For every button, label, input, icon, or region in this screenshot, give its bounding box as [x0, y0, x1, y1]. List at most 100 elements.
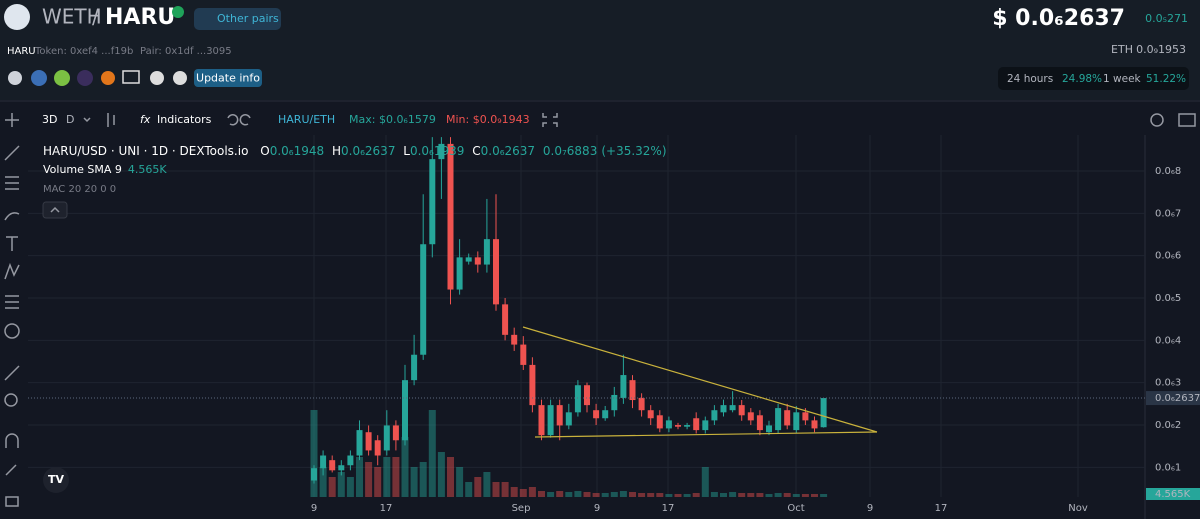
candle-body	[438, 143, 445, 160]
fullscreen[interactable]	[542, 113, 558, 127]
button-label: Update info	[196, 72, 260, 85]
screenshot[interactable]	[1178, 113, 1196, 127]
tv-logo[interactable]	[43, 467, 69, 493]
volume-bar	[492, 482, 500, 497]
last-volume-box	[1146, 488, 1200, 500]
x-tick-label: 9	[594, 503, 600, 514]
volume-bar	[783, 493, 791, 497]
volume-bar	[811, 494, 818, 497]
candle-body	[775, 408, 782, 431]
volume-bar	[601, 493, 609, 497]
volume-bar	[528, 487, 536, 497]
candle-body	[483, 239, 490, 265]
candle-body	[720, 405, 727, 413]
separator: /	[92, 5, 99, 29]
candle-body	[502, 304, 509, 335]
candle-body	[538, 405, 545, 436]
volume-bar	[701, 467, 709, 497]
candle-body	[738, 405, 745, 416]
candle-body	[756, 415, 763, 431]
candle-body	[584, 385, 590, 406]
other-pairs-button[interactable]: Other pairs	[194, 8, 281, 30]
last-price-label: 0.0₆2637	[1155, 393, 1200, 404]
collapse-button[interactable]	[42, 201, 68, 219]
candle-body	[347, 455, 354, 466]
volume-bar	[765, 494, 773, 497]
indicators-button[interactable]: Indicators	[157, 113, 212, 126]
pair-address[interactable]: Pair: 0x1df ...3095	[140, 46, 232, 57]
x-tick-label: 9	[311, 503, 317, 514]
x-tick-label: 17	[662, 503, 675, 514]
candle-body	[374, 440, 381, 456]
x-tick-label: Nov	[1068, 503, 1088, 514]
volume-bar	[419, 462, 427, 497]
candle-body	[429, 159, 436, 245]
volume-bar	[410, 467, 418, 497]
x-tick-label: 17	[380, 503, 393, 514]
drawing-toolbar[interactable]	[4, 113, 20, 507]
candle-body	[647, 410, 654, 419]
volume-bar	[729, 492, 737, 497]
candle-body	[311, 468, 317, 481]
settings[interactable]	[1150, 113, 1164, 127]
volume-bar	[510, 487, 518, 497]
candle-body	[638, 397, 645, 411]
undo-redo[interactable]	[227, 114, 251, 126]
toolbar-icons[interactable]	[83, 113, 115, 127]
candle-body	[383, 425, 390, 451]
y-tick-label: 0.0₆8	[1155, 166, 1181, 177]
volume-bar	[346, 477, 354, 497]
volume-bar	[547, 492, 555, 497]
volume-bar	[437, 452, 445, 497]
update-info-button[interactable]: Update info	[194, 69, 262, 87]
button-bg	[194, 69, 262, 87]
volume-bar	[501, 482, 509, 497]
button-label: Other pairs	[217, 12, 279, 25]
stats-box	[998, 67, 1189, 90]
token-address[interactable]: Token: 0xef4 ...f19b	[34, 46, 133, 57]
candle-body	[338, 465, 345, 471]
interval-button[interactable]: D	[66, 113, 74, 126]
volume-bar	[629, 492, 636, 497]
symbol: HARU	[7, 46, 36, 57]
max-label: Max: $0.0₆1579	[349, 113, 436, 126]
candle-body	[784, 410, 791, 426]
price: $ 0.0₆2637	[992, 6, 1125, 31]
volume-bar	[456, 467, 464, 497]
volume-bar	[392, 457, 400, 497]
volume-bar	[738, 493, 746, 497]
range-button[interactable]: 3D	[42, 113, 57, 126]
stat-label: 1 week	[1103, 73, 1142, 85]
collapse-icon	[50, 206, 60, 213]
y-tick-label: 0.0₆2	[1155, 420, 1181, 431]
volume-bar	[592, 493, 600, 497]
candle-body	[329, 460, 336, 471]
stat-value: 24.98%	[1062, 73, 1102, 85]
volume-bar	[310, 410, 318, 497]
volume-bar	[674, 494, 682, 497]
candle-body	[729, 405, 736, 411]
candle-body	[356, 430, 363, 456]
y-tick-label: 0.0₆4	[1155, 335, 1181, 346]
candle-body	[556, 405, 563, 426]
stat-value: 51.22%	[1146, 73, 1186, 85]
social-icons[interactable]	[8, 70, 187, 86]
volume-bar	[319, 467, 327, 497]
volume-bar	[820, 493, 828, 497]
candle-body	[693, 418, 700, 431]
volume-bar	[483, 472, 491, 497]
fx-icon[interactable]: fx	[140, 113, 151, 126]
candle-body	[611, 394, 618, 411]
volume-bar	[519, 489, 527, 497]
x-tick-label: 9	[867, 503, 873, 514]
candle-body	[465, 257, 472, 262]
quote-symbol: HARU	[105, 5, 175, 30]
candle-body	[320, 455, 327, 469]
y-tick-label: 0.0₆5	[1155, 293, 1181, 304]
volume-bar	[328, 477, 336, 497]
volume-bar	[538, 491, 545, 497]
volume-bar	[447, 457, 454, 497]
pair-switch[interactable]: HARU/ETH	[278, 113, 335, 126]
volume-bar	[619, 491, 627, 497]
